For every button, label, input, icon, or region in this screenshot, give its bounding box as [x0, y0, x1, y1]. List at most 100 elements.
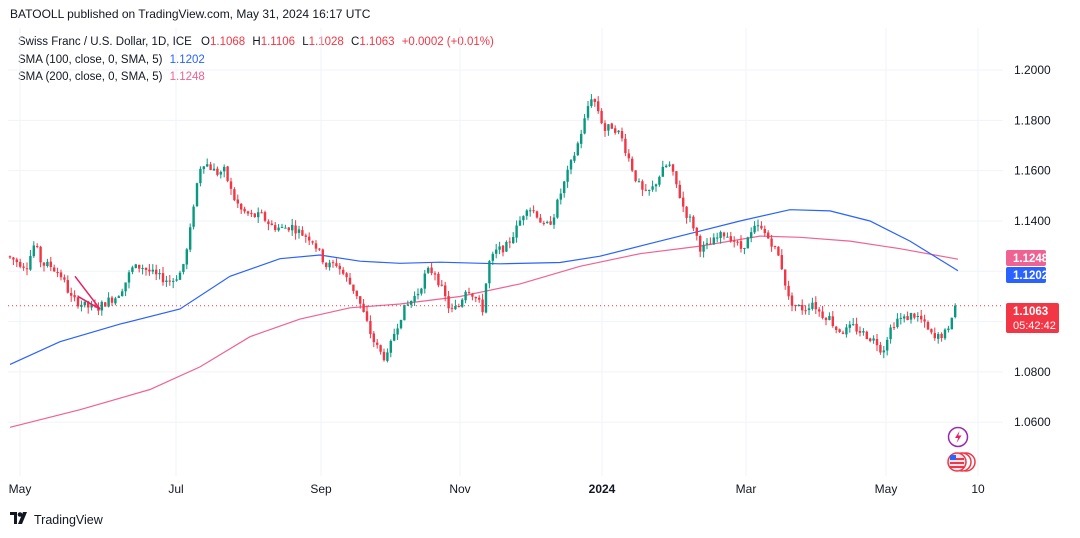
- candle-body: [236, 199, 239, 204]
- candle-body: [246, 211, 250, 214]
- candles-layer: [8, 94, 957, 363]
- candle-body: [736, 241, 739, 243]
- x-tick-label: Mar: [736, 482, 757, 496]
- candle-body: [117, 296, 120, 298]
- candle-body: [699, 235, 702, 252]
- candle-body: [464, 291, 467, 301]
- y-tick-label: 1.1600: [1014, 164, 1051, 178]
- sma100-layer: [9, 209, 959, 365]
- candle-body: [491, 253, 494, 261]
- candle-body: [335, 263, 338, 266]
- x-tick-label: 2024: [589, 482, 616, 496]
- candle-body: [709, 243, 712, 245]
- candle-body: [19, 261, 22, 267]
- candle-body: [8, 256, 12, 258]
- y-tick-label: 1.0600: [1014, 415, 1051, 429]
- y-tick-label: 1.1400: [1014, 214, 1051, 228]
- candle-body: [151, 269, 154, 272]
- candle-body: [634, 170, 637, 182]
- candle-body: [42, 262, 46, 266]
- tradingview-mark-icon: [10, 512, 30, 527]
- symbol-legend-row[interactable]: Swiss Franc / U.S. Dollar, 1D, ICE O1.10…: [18, 34, 494, 52]
- y-tick-label: 1.1800: [1014, 113, 1051, 127]
- candle-body: [90, 304, 93, 308]
- candle-body: [365, 311, 369, 321]
- candle-body: [909, 313, 913, 320]
- candle-body: [15, 259, 18, 263]
- candle-body: [328, 262, 331, 268]
- sma200-legend-row[interactable]: SMA (200, close, 0, SMA, 5) 1.1248: [18, 69, 494, 87]
- candle-body: [76, 297, 80, 307]
- candle-body: [549, 221, 552, 225]
- candle-body: [913, 313, 916, 318]
- candle-body: [716, 237, 719, 239]
- sma200-label: SMA (200, close, 0, SMA, 5): [18, 71, 163, 83]
- candle-body: [739, 241, 743, 249]
- candle-body: [311, 241, 314, 243]
- candle-body: [260, 212, 263, 214]
- event-icons[interactable]: [947, 426, 976, 472]
- candle-body: [209, 164, 212, 170]
- candle-body: [614, 128, 617, 133]
- sma100-badge: [1006, 267, 1046, 283]
- candle-body: [253, 213, 256, 217]
- candle-body: [920, 315, 923, 320]
- candle-body: [301, 230, 304, 236]
- candle-body: [471, 293, 474, 297]
- candle-body: [382, 351, 386, 361]
- candle-body: [49, 261, 52, 267]
- candle-body: [566, 169, 569, 182]
- candle-body: [586, 106, 590, 118]
- candle-body: [869, 338, 872, 341]
- candle-body: [722, 232, 726, 237]
- candle-body: [583, 118, 586, 134]
- y-tick-label: 1.0800: [1014, 365, 1051, 379]
- candle-body: [773, 246, 777, 248]
- candle-body: [858, 330, 862, 333]
- candle-body: [552, 217, 556, 225]
- candle-body: [410, 300, 413, 305]
- candle-body: [563, 181, 566, 194]
- candle-body: [53, 267, 56, 272]
- candle-body: [131, 267, 134, 272]
- sma100-legend-row[interactable]: SMA (100, close, 0, SMA, 5) 1.1202: [18, 52, 494, 70]
- lightning-icon[interactable]: [947, 426, 969, 448]
- candle-body: [314, 243, 318, 249]
- candle-body: [620, 131, 624, 139]
- us-flag-icon[interactable]: [947, 452, 976, 472]
- candle-body: [654, 184, 658, 187]
- candle-body: [916, 316, 919, 318]
- low-label: L: [302, 36, 309, 48]
- sma200-badge: [1006, 250, 1046, 266]
- candle-body: [369, 321, 372, 334]
- sma100-badge-text: 1.1202: [1013, 270, 1048, 282]
- candle-body: [325, 262, 328, 268]
- candle-body: [950, 317, 953, 330]
- candle-body: [532, 210, 535, 212]
- candle-body: [178, 272, 182, 280]
- candle-body: [495, 249, 498, 254]
- candle-body: [212, 168, 216, 171]
- candle-body: [155, 269, 158, 275]
- candle-body: [930, 329, 933, 333]
- price-axis[interactable]: 1.0600 1.0800 1.1400 1.1600 1.1800 1.2000: [1014, 63, 1051, 429]
- candle-body: [807, 308, 811, 311]
- tradingview-logo[interactable]: TradingView: [10, 512, 103, 527]
- change-value: +0.0002 (+0.01%): [401, 36, 494, 48]
- time-axis[interactable]: May Jul Sep Nov 2024 Mar May 10: [9, 482, 985, 496]
- candle-body: [790, 295, 794, 306]
- candle-body: [447, 296, 450, 309]
- price-badges: 1.1248 1.1202 1.1063 05:42:42: [1006, 250, 1059, 333]
- candle-body: [726, 236, 729, 238]
- candle-body: [192, 206, 195, 227]
- candle-body: [954, 305, 957, 318]
- candle-body: [610, 123, 613, 129]
- candle-body: [22, 266, 25, 268]
- candle-body: [32, 245, 35, 257]
- candle-body: [597, 101, 600, 112]
- sma100-label: SMA (100, close, 0, SMA, 5): [18, 53, 163, 66]
- candle-body: [695, 227, 698, 236]
- candle-body: [233, 189, 236, 201]
- candle-body: [855, 323, 858, 332]
